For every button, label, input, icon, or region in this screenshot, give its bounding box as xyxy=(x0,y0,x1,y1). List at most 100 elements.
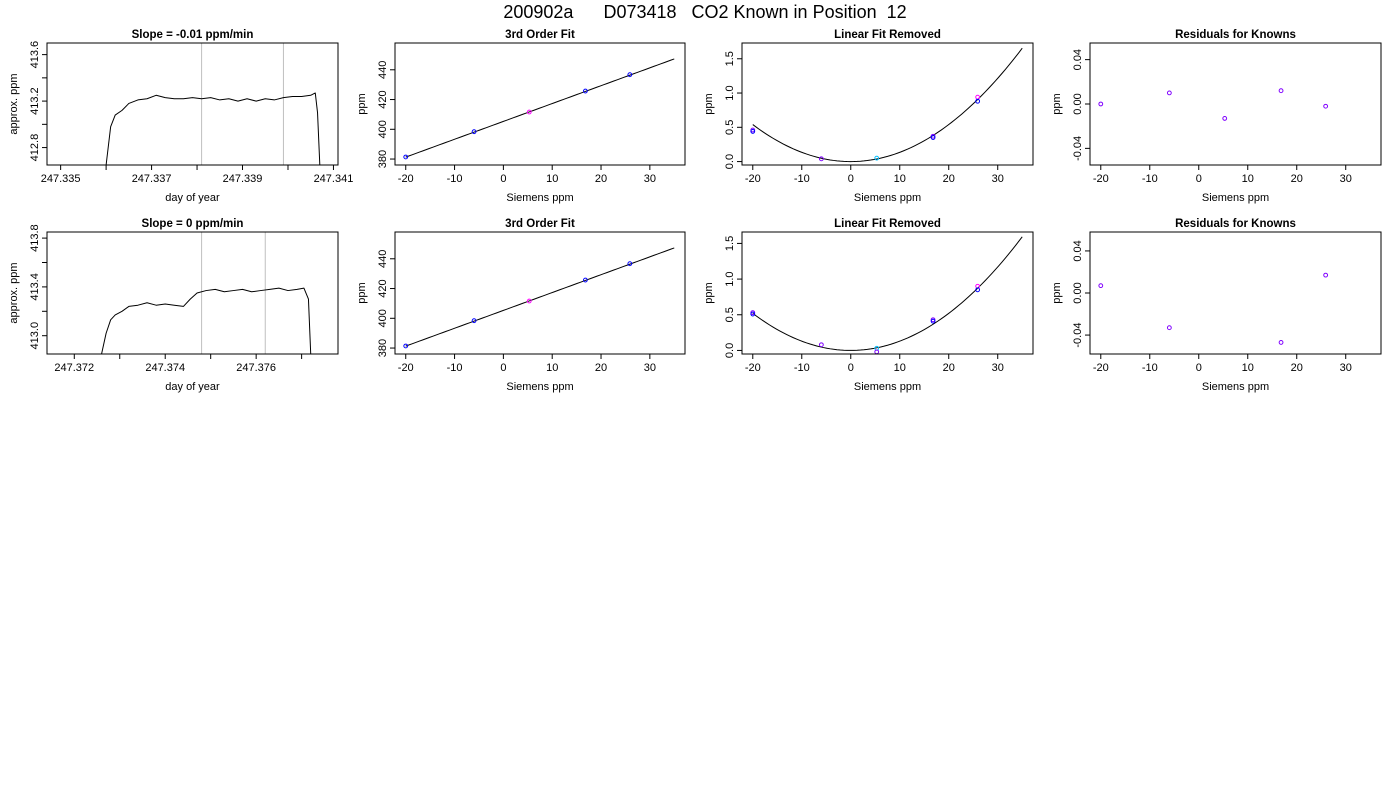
x-tick-label: 0 xyxy=(500,173,506,185)
data-point xyxy=(874,155,880,161)
y-tick-label: 420 xyxy=(377,279,389,297)
fit-curve xyxy=(405,247,675,347)
chart-title: Residuals for Knowns xyxy=(1175,29,1296,41)
x-tick-label: -10 xyxy=(794,362,810,374)
x-tick-label: 10 xyxy=(894,173,906,185)
plot-frame xyxy=(741,42,1034,166)
x-tick-label: -20 xyxy=(1093,362,1109,374)
chart-panel-r2-linear: Linear Fit Removed -20 -10 0 10 20 30 0.0 0.5 1.0… xyxy=(703,218,1034,393)
y-axis-label: ppm xyxy=(1051,93,1063,114)
data-point xyxy=(750,129,756,134)
x-axis-label: Siemens ppm xyxy=(854,381,921,393)
y-tick-label: 0.5 xyxy=(724,120,736,135)
y-tick-label: 440 xyxy=(377,61,389,79)
x-tick-label: 10 xyxy=(546,362,558,374)
x-tick-label: 20 xyxy=(595,362,607,374)
plot-frame xyxy=(46,42,339,166)
x-tick-label: 0 xyxy=(848,173,854,185)
x-tick-label: 247.337 xyxy=(132,173,172,185)
x-tick-label: 20 xyxy=(943,173,955,185)
x-tick-label: 10 xyxy=(1242,362,1254,374)
data-point xyxy=(818,156,824,162)
x-tick-label: 0 xyxy=(500,362,506,374)
y-tick-label: -0.04 xyxy=(1072,136,1084,161)
data-point xyxy=(1166,325,1172,331)
x-tick-label: 30 xyxy=(1340,362,1352,374)
chart-panel-r1-slope: Slope = -0.01 ppm/min 247.335 247.337 247.3… xyxy=(8,29,353,204)
y-tick-label: 1.0 xyxy=(724,85,736,100)
x-tick-label: -10 xyxy=(1142,173,1158,185)
chart-panel-r1-linear: Linear Fit Removed -20 -10 0 10 20 30 0.0 0.5 1.0… xyxy=(703,29,1034,204)
x-tick-label: -10 xyxy=(447,362,463,374)
data-point xyxy=(471,129,477,135)
x-tick-label: -20 xyxy=(745,173,761,185)
data-point xyxy=(1166,90,1172,96)
data-point xyxy=(750,311,756,317)
x-tick-label: 247.372 xyxy=(54,362,94,374)
page-title: 200902a D073418 CO2 Known in Position 12 xyxy=(503,2,907,22)
chart-panel-r2-fit: 3rd Order Fit -20 -10 0 10 20 30 380 400 420 440 Si… xyxy=(356,218,686,393)
x-tick-label: 247.335 xyxy=(41,173,81,185)
y-tick-label: 413.6 xyxy=(29,41,41,69)
x-tick-label: 0 xyxy=(1196,362,1202,374)
plot-frame xyxy=(741,231,1034,355)
trace-line xyxy=(101,287,312,354)
y-axis-label: ppm xyxy=(356,93,368,114)
data-point xyxy=(930,318,936,324)
y-tick-label: 400 xyxy=(377,309,389,327)
x-tick-label: 247.376 xyxy=(236,362,276,374)
y-axis-label: ppm xyxy=(703,282,715,303)
x-axis-label: Siemens ppm xyxy=(506,381,573,393)
x-tick-label: 30 xyxy=(992,362,1004,374)
y-tick-label: 1.0 xyxy=(724,271,736,286)
y-tick-label: 0.04 xyxy=(1072,240,1084,261)
x-tick-label: 20 xyxy=(1291,362,1303,374)
data-point xyxy=(975,94,981,100)
x-tick-label: 247.374 xyxy=(145,362,185,374)
x-tick-label: -20 xyxy=(745,362,761,374)
data-point xyxy=(1323,103,1329,109)
y-tick-label: 413.0 xyxy=(29,322,41,350)
fit-curve xyxy=(752,47,1023,163)
plot-frame xyxy=(394,231,686,355)
y-tick-label: 0.0 xyxy=(724,343,736,358)
y-axis-label: ppm xyxy=(1051,282,1063,303)
chart-panel-r2-slope: Slope = 0 ppm/min 247.372 247.374 247.376 41… xyxy=(8,218,339,393)
y-axis-label: ppm xyxy=(356,282,368,303)
x-tick-label: 247.339 xyxy=(223,173,263,185)
y-tick-label: 413.8 xyxy=(29,224,41,252)
y-axis-label: approx. ppm xyxy=(8,262,20,323)
y-tick-label: 413.4 xyxy=(29,273,41,301)
x-tick-label: 10 xyxy=(1242,173,1254,185)
x-tick-label: -20 xyxy=(1093,173,1109,185)
data-point xyxy=(1323,272,1329,278)
x-tick-label: 30 xyxy=(1340,173,1352,185)
data-point xyxy=(975,98,981,104)
data-point xyxy=(471,318,477,324)
chart-title: Linear Fit Removed xyxy=(834,218,941,230)
x-axis-label: day of year xyxy=(165,381,220,393)
y-tick-label: 380 xyxy=(377,150,389,168)
fit-curve xyxy=(405,58,675,158)
data-point xyxy=(526,109,532,115)
chart-title: 3rd Order Fit xyxy=(505,218,575,230)
y-tick-label: 440 xyxy=(377,250,389,268)
y-tick-label: 420 xyxy=(377,90,389,108)
x-tick-label: 0 xyxy=(1196,173,1202,185)
x-tick-label: 30 xyxy=(644,362,656,374)
x-tick-label: 10 xyxy=(894,362,906,374)
x-tick-label: 10 xyxy=(546,173,558,185)
x-tick-label: -20 xyxy=(398,173,414,185)
y-tick-label: 380 xyxy=(377,339,389,357)
data-point xyxy=(1278,88,1284,94)
data-point xyxy=(627,261,633,267)
x-axis-label: Siemens ppm xyxy=(506,192,573,204)
data-point xyxy=(583,277,588,283)
y-axis-label: ppm xyxy=(703,93,715,114)
data-point xyxy=(627,72,633,78)
x-tick-label: 20 xyxy=(943,362,955,374)
data-point xyxy=(403,154,409,160)
x-tick-label: -10 xyxy=(794,173,810,185)
plot-frame xyxy=(1089,42,1382,166)
x-tick-label: -20 xyxy=(398,362,414,374)
